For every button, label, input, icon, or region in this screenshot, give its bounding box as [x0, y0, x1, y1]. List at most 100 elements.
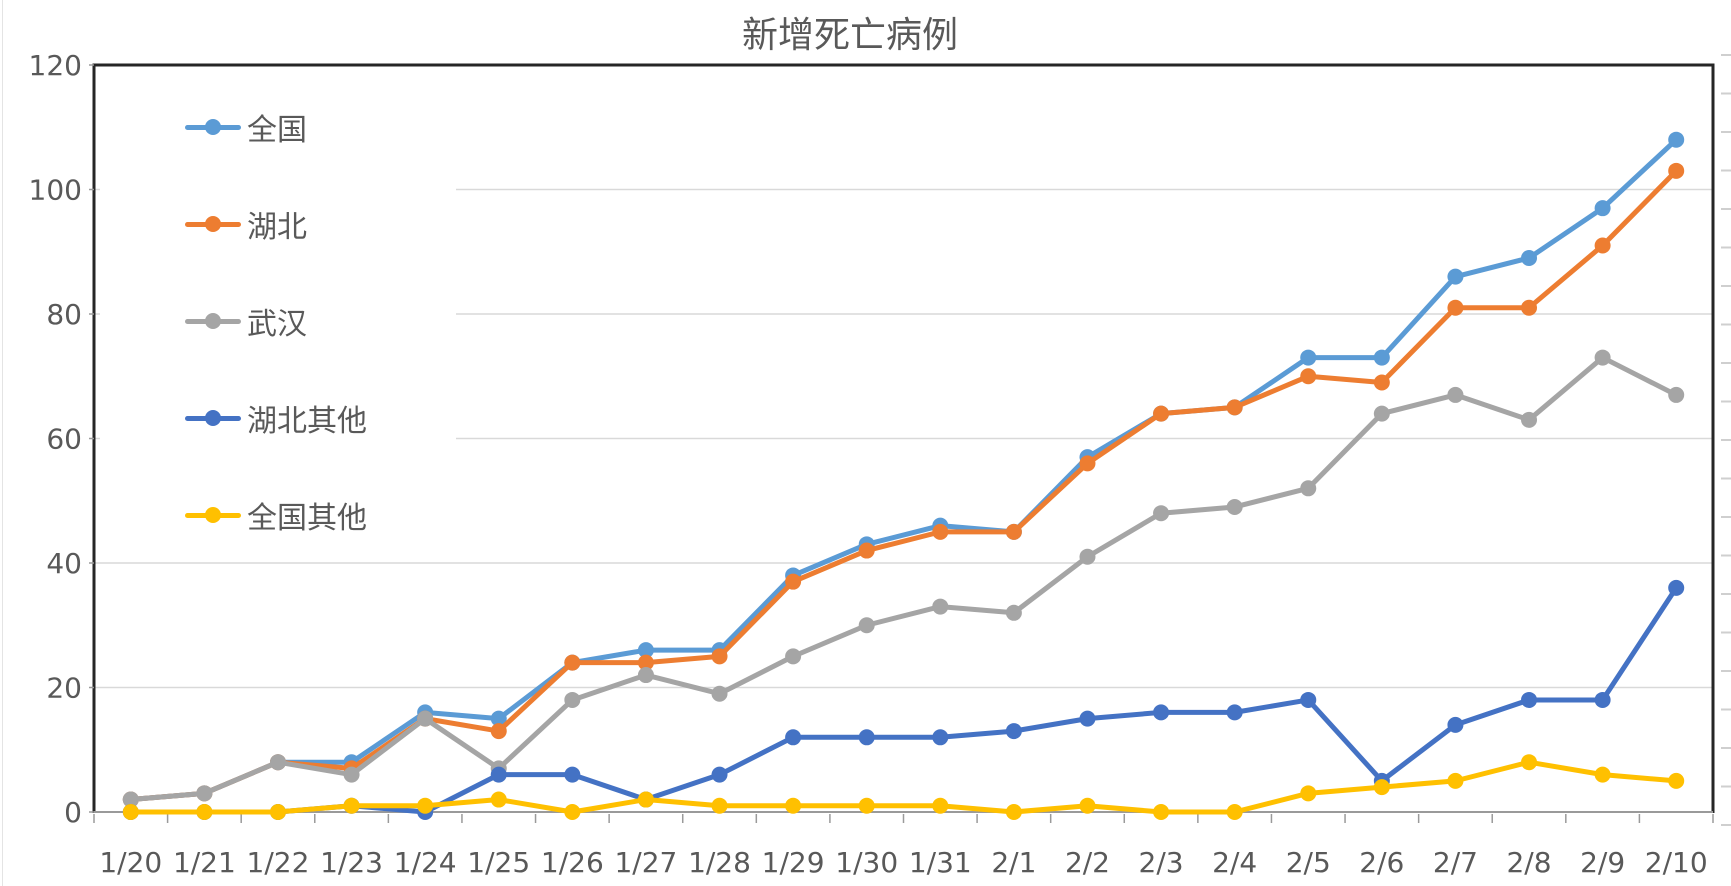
x-axis-label: 1/26: [541, 846, 604, 879]
series-point-hubei-2/10: [1668, 162, 1685, 179]
x-axis-label: 2/6: [1359, 846, 1404, 879]
series-point-wuhan-2/1: [1005, 604, 1022, 621]
series-point-hubei-1/27: [637, 654, 654, 671]
series-point-wuhan-1/24: [417, 710, 434, 727]
series-point-national-other-2/8: [1521, 754, 1538, 771]
series-point-wuhan-1/21: [196, 785, 213, 802]
x-axis-label: 1/30: [835, 846, 898, 879]
x-axis-label: 2/4: [1212, 846, 1257, 879]
x-axis-label: 1/29: [762, 846, 825, 879]
series-point-wuhan-2/6: [1373, 405, 1390, 422]
series-point-national-other-1/24: [417, 797, 434, 814]
series-point-hubei-1/29: [785, 573, 802, 590]
series-line-national-other: [128, 759, 1679, 815]
series-line-national: [128, 137, 1679, 803]
series-point-hubei-2/3: [1153, 405, 1170, 422]
series-point-national-other-1/27: [637, 791, 654, 808]
series-point-wuhan-1/30: [858, 617, 875, 634]
series-point-wuhan-1/29: [785, 648, 802, 665]
x-axis-label: 2/2: [1065, 846, 1110, 879]
x-axis-label: 2/7: [1433, 846, 1478, 879]
y-axis-label: 80: [46, 298, 82, 331]
series-point-national-other-1/31: [932, 797, 949, 814]
legend-label: 湖北其他: [247, 404, 367, 439]
series-point-hubei-2/2: [1079, 455, 1096, 472]
series-point-wuhan-1/31: [932, 598, 949, 615]
legend-marker-national-other: [185, 507, 241, 523]
series-point-wuhan-2/4: [1226, 498, 1243, 515]
x-axis-label: 1/20: [99, 846, 162, 879]
series-point-national-other-1/23: [343, 797, 360, 814]
series-point-wuhan-1/27: [637, 667, 654, 684]
x-axis-label: 1/27: [614, 846, 677, 879]
legend-dot-icon: [205, 410, 221, 426]
series-point-hubei-other-1/29: [785, 729, 802, 746]
series-point-national-1/27: [637, 642, 654, 659]
y-axis-label: 120: [29, 49, 82, 82]
x-axis-label: 2/5: [1286, 846, 1331, 879]
series-point-national-1/25: [490, 710, 507, 727]
series-point-national-other-2/9: [1594, 766, 1611, 783]
series-point-hubei-2/8: [1521, 299, 1538, 316]
series-point-wuhan-2/8: [1521, 411, 1538, 428]
x-axis-label: 1/31: [909, 846, 972, 879]
x-axis-label: 1/21: [173, 846, 236, 879]
chart-title: 新增死亡病例: [741, 15, 959, 56]
x-axis-label: 1/22: [247, 846, 310, 879]
series-point-wuhan-1/26: [564, 691, 581, 708]
series-point-wuhan-1/28: [711, 685, 728, 702]
series-point-national-other-1/20: [122, 804, 139, 820]
y-axis-label: 40: [46, 547, 82, 580]
legend-marker-wuhan: [185, 313, 241, 329]
series-point-national-other-1/30: [858, 797, 875, 814]
series-point-hubei-other-2/1: [1005, 723, 1022, 740]
series-point-wuhan-2/5: [1300, 480, 1317, 497]
legend-marker-hubei: [185, 216, 241, 232]
x-axis-label: 2/8: [1506, 846, 1551, 879]
legend-label: 全国: [247, 113, 307, 148]
series-point-wuhan-2/10: [1668, 386, 1685, 403]
series-point-national-2/6: [1373, 349, 1390, 366]
series-point-national-other-2/10: [1668, 772, 1685, 789]
y-axis-label: 0: [64, 796, 82, 829]
series-point-national-2/5: [1300, 349, 1317, 366]
series-point-hubei-2/5: [1300, 368, 1317, 385]
series-point-hubei-2/1: [1005, 523, 1022, 540]
legend-label: 全国其他: [247, 501, 367, 536]
legend-item-national: 全国: [185, 107, 307, 148]
x-axis-label: 1/23: [320, 846, 383, 879]
series-point-hubei-other-2/2: [1079, 710, 1096, 727]
series-point-hubei-other-1/25: [490, 766, 507, 783]
y-axis-label: 60: [46, 423, 82, 456]
series-point-national-2/8: [1521, 249, 1538, 266]
series-point-hubei-1/30: [858, 542, 875, 559]
series-point-hubei-other-2/5: [1300, 691, 1317, 708]
legend-dot-icon: [205, 216, 221, 232]
series-point-wuhan-1/20: [122, 791, 139, 808]
x-axis-label: 1/25: [467, 846, 530, 879]
series-point-hubei-1/26: [564, 654, 581, 671]
series-line-wuhan: [128, 355, 1679, 803]
series-point-wuhan-1/23: [343, 766, 360, 783]
legend-dot-icon: [205, 313, 221, 329]
series-point-national-other-2/1: [1005, 804, 1022, 820]
series-point-national-other-2/4: [1226, 804, 1243, 820]
series-point-national-2/10: [1668, 131, 1685, 148]
legend-marker-hubei-other: [185, 410, 241, 426]
series-point-hubei-other-2/7: [1447, 716, 1464, 733]
series-point-hubei-other-2/4: [1226, 704, 1243, 721]
series-point-national-other-2/6: [1373, 779, 1390, 796]
series-point-hubei-1/28: [711, 648, 728, 665]
legend-item-wuhan: 武汉: [185, 301, 307, 342]
series-point-hubei-other-1/26: [564, 766, 581, 783]
series-point-hubei-2/9: [1594, 237, 1611, 254]
series-point-national-other-2/7: [1447, 772, 1464, 789]
legend-item-hubei: 湖北: [185, 204, 307, 245]
series-point-hubei-2/7: [1447, 299, 1464, 316]
legend-dot-icon: [205, 507, 221, 523]
series-point-hubei-2/6: [1373, 374, 1390, 391]
series-point-hubei-1/25: [490, 723, 507, 740]
x-axis-label: 2/10: [1645, 846, 1708, 879]
